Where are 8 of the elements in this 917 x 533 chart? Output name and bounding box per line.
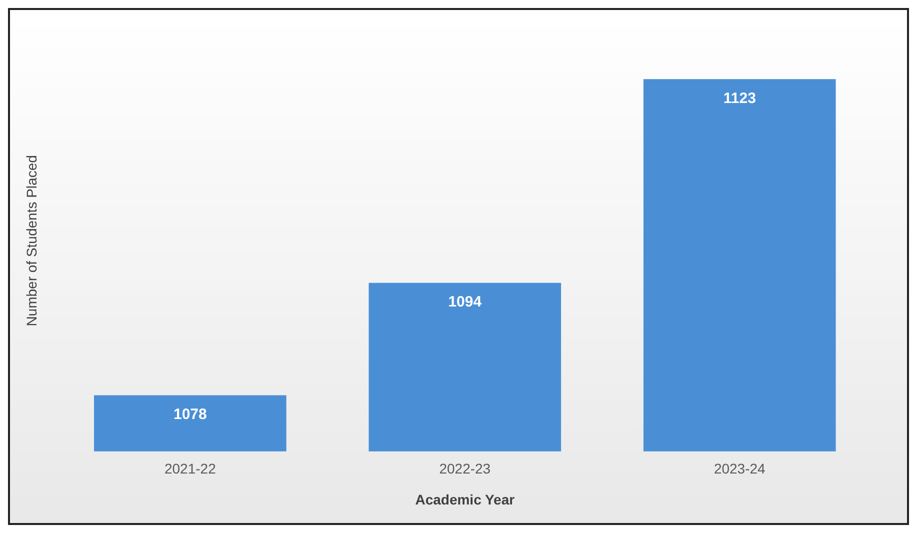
x-tick-label: 2023-24 [714,460,766,477]
x-tick-label: 2021-22 [164,460,216,477]
data-label: 1094 [448,293,482,310]
data-label: 1078 [173,406,207,423]
data-label: 1123 [723,90,756,107]
x-tick-label: 2022-23 [439,460,491,477]
y-axis-title: Number of Students Placed [23,155,40,326]
x-axis-title: Academic Year [415,491,516,508]
